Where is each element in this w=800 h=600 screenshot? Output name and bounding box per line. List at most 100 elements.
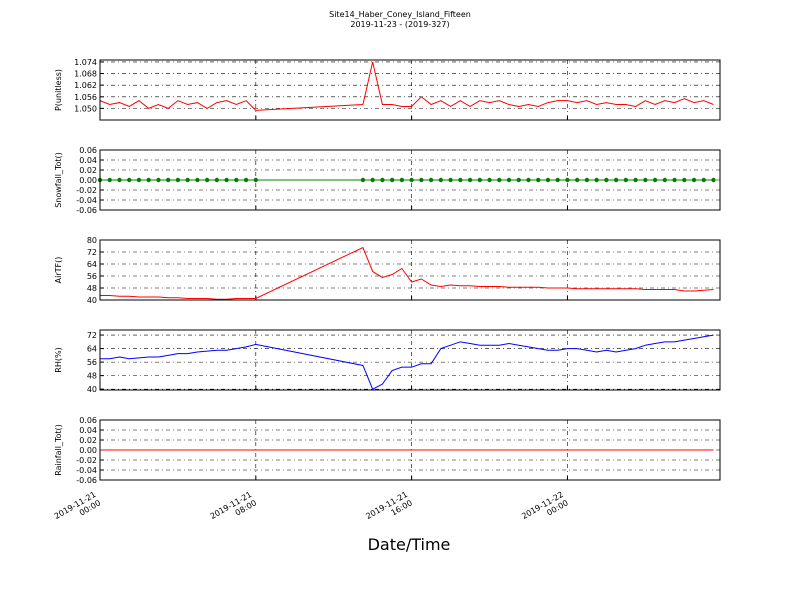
- y-tick-label: 1.062: [74, 81, 97, 90]
- data-point: [643, 177, 648, 183]
- chart-subtitle: 2019-11-23 - (2019-327): [350, 20, 449, 29]
- data-point: [195, 177, 200, 183]
- y-tick-label: 64: [87, 260, 97, 269]
- y-tick-label: 48: [87, 372, 97, 381]
- x-tick-label: 2019-11-2116:00: [364, 490, 414, 529]
- y-tick-label: 1.074: [74, 58, 97, 67]
- data-point: [389, 177, 395, 183]
- data-point: [175, 177, 181, 183]
- y-tick-label: 0.04: [79, 426, 97, 435]
- data-point: [409, 177, 414, 183]
- x-tick-label: 2019-11-2108:00: [209, 490, 259, 529]
- data-line: [100, 334, 714, 390]
- y-tick-label: 1.068: [74, 70, 97, 79]
- data-point: [691, 177, 697, 183]
- y-axis-label: Snowfall_Tot(): [54, 152, 63, 208]
- data-point: [360, 177, 366, 183]
- plot-frame: [99, 329, 721, 391]
- data-point: [156, 177, 161, 183]
- y-axis-label: RH(%): [54, 347, 63, 372]
- y-tick-label: 0.02: [79, 166, 97, 175]
- y-tick-label: 80: [87, 236, 97, 245]
- data-point: [136, 177, 142, 183]
- data-point: [594, 177, 599, 183]
- data-line: [100, 246, 714, 300]
- y-tick-label: 56: [87, 358, 97, 367]
- y-tick-label: 1.050: [74, 104, 97, 113]
- data-point: [253, 177, 259, 183]
- data-point: [652, 177, 658, 183]
- y-tick-label: 64: [87, 345, 97, 354]
- y-axis-label: P(unitless): [54, 69, 63, 111]
- y-tick-label: 72: [87, 248, 97, 257]
- y-tick-label: -0.02: [76, 186, 97, 195]
- y-axis-label: Rainfall_Tot(): [54, 424, 63, 476]
- data-point: [243, 177, 249, 183]
- data-point: [545, 177, 551, 183]
- data-point: [565, 177, 570, 183]
- plot-frame: [99, 419, 721, 481]
- y-tick-label: 40: [87, 296, 97, 305]
- y-tick-label: 0.02: [79, 436, 97, 445]
- data-point: [574, 177, 580, 183]
- y-tick-label: -0.06: [76, 206, 97, 215]
- y-tick-label: 0.04: [79, 156, 97, 165]
- chart-title: Site14_Haber_Coney_Island_Fifteen: [329, 10, 471, 19]
- plot-frame: [99, 59, 721, 121]
- data-point: [584, 177, 590, 183]
- data-point: [613, 177, 619, 183]
- y-tick-label: 1.056: [74, 93, 97, 102]
- data-point: [380, 177, 385, 183]
- y-tick-label: -0.02: [76, 456, 97, 465]
- data-point: [107, 177, 112, 183]
- data-line: [99, 61, 714, 111]
- y-tick-label: 72: [87, 331, 97, 340]
- data-point: [127, 177, 132, 183]
- data-point: [146, 177, 151, 183]
- data-point: [701, 177, 706, 183]
- data-point: [604, 177, 609, 183]
- data-point: [711, 177, 716, 183]
- data-point: [458, 177, 463, 183]
- data-point: [117, 177, 122, 183]
- y-tick-label: 56: [87, 272, 97, 281]
- data-point: [623, 177, 629, 183]
- y-tick-label: 0.06: [79, 416, 97, 425]
- y-tick-label: 48: [87, 284, 97, 293]
- y-tick-label: -0.04: [76, 466, 97, 475]
- data-point: [672, 177, 677, 183]
- data-point: [516, 177, 521, 183]
- data-point: [234, 177, 239, 183]
- x-axis-label: Date/Time: [368, 535, 451, 554]
- data-point: [536, 177, 541, 183]
- x-tick-label: 2019-11-2100:00: [53, 490, 103, 529]
- data-point: [526, 177, 531, 183]
- plot-frame: [99, 149, 721, 211]
- data-point: [419, 177, 424, 183]
- y-tick-label: -0.06: [76, 476, 97, 485]
- data-point: [428, 177, 434, 183]
- data-point: [682, 177, 687, 183]
- data-point: [370, 177, 375, 183]
- data-point: [224, 177, 229, 183]
- x-tick-label: 2019-11-2200:00: [520, 490, 570, 529]
- data-point: [633, 177, 638, 183]
- data-point: [204, 177, 210, 183]
- data-point: [467, 177, 473, 183]
- y-tick-label: -0.04: [76, 196, 97, 205]
- data-point: [477, 177, 482, 183]
- data-point: [487, 177, 492, 183]
- data-point: [662, 177, 668, 183]
- data-point: [399, 177, 405, 183]
- data-point: [438, 177, 444, 183]
- data-point: [497, 177, 502, 183]
- data-point: [165, 177, 171, 183]
- data-point: [506, 177, 512, 183]
- y-tick-label: 0.00: [79, 176, 97, 185]
- data-point: [448, 177, 453, 183]
- y-tick-label: 40: [87, 385, 97, 394]
- data-point: [185, 177, 190, 183]
- data-point: [214, 177, 220, 183]
- plot-frame: [99, 239, 721, 301]
